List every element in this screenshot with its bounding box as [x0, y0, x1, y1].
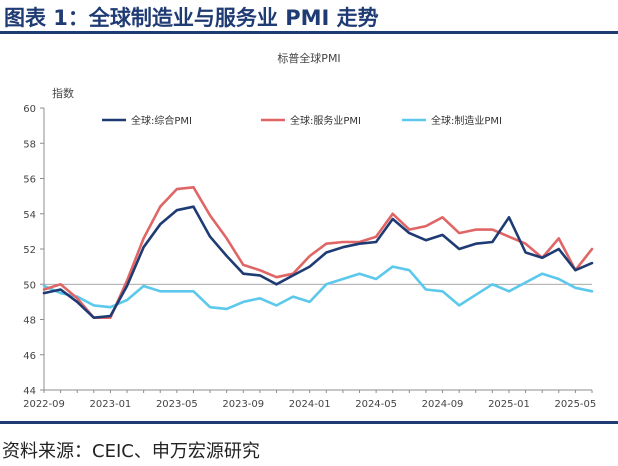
legend-label: 全球:综合PMI — [131, 114, 192, 127]
x-tick-label: 2024-09 — [422, 399, 464, 410]
y-axis-label: 指数 — [52, 86, 74, 100]
x-tick-label: 2025-05 — [554, 399, 596, 410]
series-line — [42, 265, 594, 311]
legend-label: 全球:制造业PMI — [431, 114, 502, 127]
series-line — [42, 205, 594, 320]
axes: 44 46 48 50 52 54 56 58 60 2022-09 2023-01 2023-05 2… — [23, 104, 596, 410]
legend-label: 全球:服务业PMI — [290, 114, 361, 127]
x-tick-label: 2025-01 — [488, 399, 530, 410]
title-rule — [0, 31, 618, 34]
y-tick-label: 52 — [23, 245, 36, 256]
source-note: 资料来源：CEIC、申万宏源研究 — [2, 441, 260, 462]
legend: 全球:综合PMI 全球:服务业PMI 全球:制造业PMI — [102, 114, 502, 127]
x-tick-label: 2023-01 — [90, 399, 132, 410]
y-tick-label: 58 — [23, 139, 36, 150]
y-tick-label: 50 — [23, 280, 36, 291]
x-tick-label: 2024-01 — [289, 399, 331, 410]
pmi-line-chart: 标普全球PMI 指数 44 46 48 50 52 54 56 58 60 2022-09 2023… — [23, 51, 596, 410]
y-tick-label: 54 — [23, 210, 36, 221]
x-tick-label: 2022-09 — [23, 399, 65, 410]
y-tick-label: 60 — [23, 104, 36, 115]
x-tick-label: 2023-05 — [156, 399, 198, 410]
y-tick-label: 48 — [23, 316, 36, 327]
series-line — [42, 186, 594, 320]
x-tick-label: 2024-05 — [355, 399, 397, 410]
y-tick-label: 56 — [23, 175, 36, 186]
y-tick-label: 44 — [23, 386, 36, 397]
figure-title: 图表 1：全球制造业与服务业 PMI 走势 — [4, 6, 379, 30]
source-rule — [0, 421, 618, 424]
chart-title: 标普全球PMI — [277, 51, 340, 65]
y-tick-label: 46 — [23, 351, 36, 362]
x-tick-label: 2023-09 — [222, 399, 264, 410]
series-lines — [42, 186, 594, 320]
